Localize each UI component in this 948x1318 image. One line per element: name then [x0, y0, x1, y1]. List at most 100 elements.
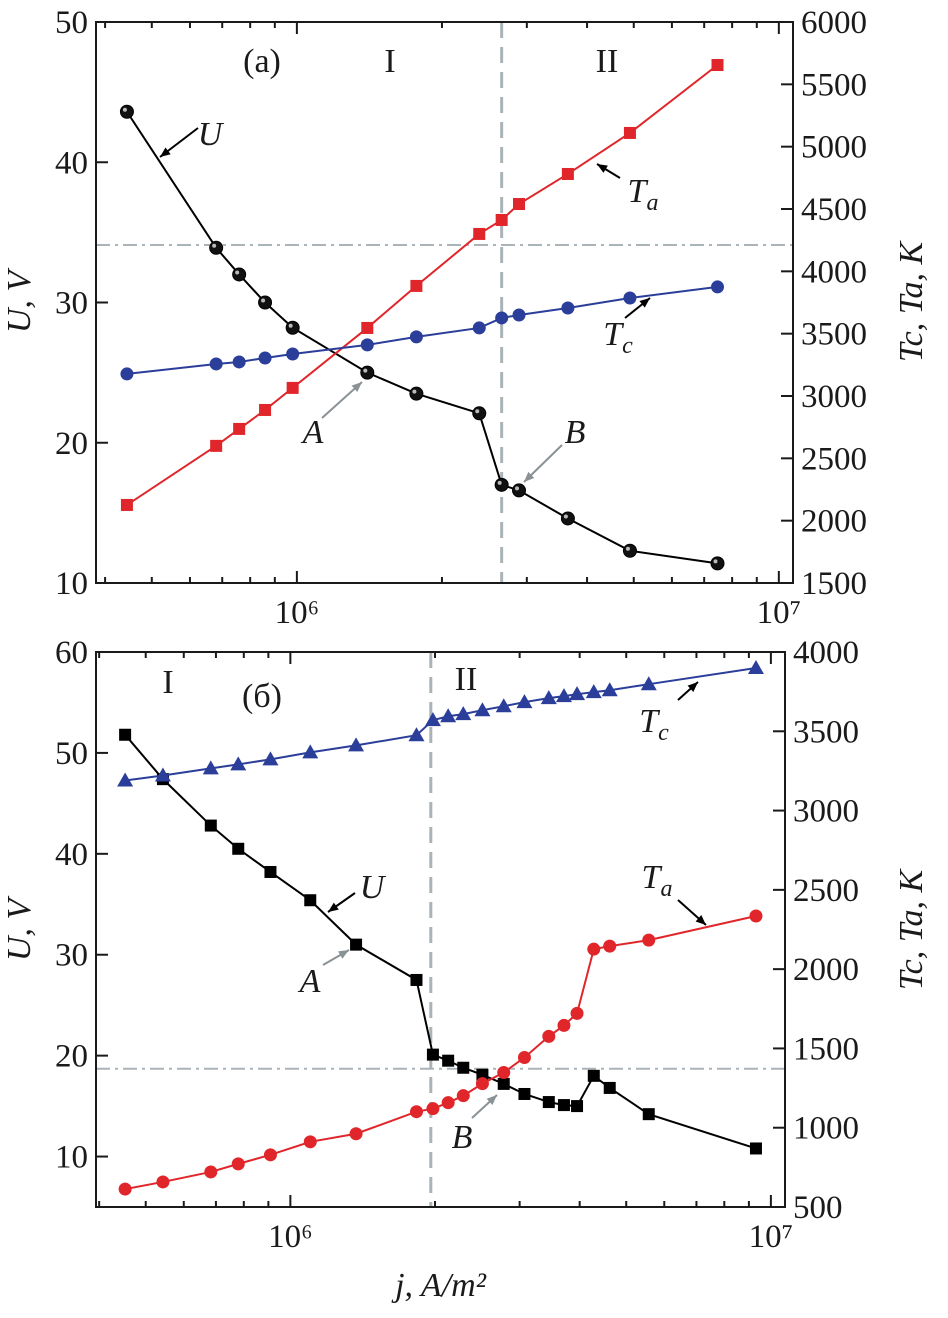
data-point	[426, 1048, 439, 1061]
data-point	[119, 728, 132, 741]
y-right-tick-label: 4000	[801, 254, 867, 290]
y-left-tick-label: 10	[55, 566, 88, 602]
data-point	[497, 1077, 510, 1090]
data-point-highlight	[713, 559, 718, 564]
y-right-tick-label: 4000	[793, 635, 859, 671]
y-left-tick-label: 40	[55, 145, 88, 181]
y-right-tick-label: 2000	[801, 504, 867, 540]
data-point	[209, 357, 223, 371]
data-point-highlight	[497, 480, 502, 485]
data-point	[259, 403, 272, 416]
data-point	[154, 767, 171, 782]
data-point	[304, 894, 317, 907]
data-point	[202, 760, 219, 775]
region-label-II: II	[455, 661, 478, 698]
data-point	[264, 865, 277, 878]
data-point	[360, 338, 374, 352]
arrow-head-icon	[328, 902, 339, 912]
x-axis-label: j, A/m²	[391, 1267, 487, 1304]
series-U	[119, 104, 725, 571]
data-point	[512, 483, 527, 498]
data-point	[117, 772, 134, 787]
data-point	[209, 240, 224, 255]
series-Ta	[120, 59, 724, 511]
data-point	[540, 690, 557, 705]
data-point	[210, 439, 223, 452]
region-label-I: I	[384, 43, 395, 80]
data-point	[557, 1099, 570, 1112]
y-left-tick-label: 20	[55, 426, 88, 462]
series-line-Ta	[124, 915, 757, 1191]
data-point	[603, 1081, 616, 1094]
subscript: c	[622, 333, 633, 359]
series-label-Tc: Tc	[639, 703, 669, 746]
x-tick-label: 10⁷	[757, 595, 802, 631]
data-point	[457, 1061, 470, 1074]
y-right-tick-label: 5500	[801, 67, 867, 103]
data-point	[749, 909, 763, 923]
data-point	[360, 365, 375, 380]
series-U	[119, 728, 762, 1155]
arrow-head-icon	[639, 298, 650, 308]
data-point	[440, 708, 457, 723]
y-right-tick-label: 2500	[801, 441, 867, 477]
data-point	[456, 1089, 470, 1103]
y-right-tick-label: 5000	[801, 130, 867, 166]
data-point	[361, 321, 374, 334]
data-point	[517, 1050, 531, 1064]
data-point	[642, 933, 656, 947]
y-left-tick-label: 30	[55, 938, 88, 974]
y-left-axis-label: U, V	[1, 267, 38, 334]
series-label-U: U	[360, 869, 387, 906]
y-right-tick-label: 500	[793, 1190, 843, 1226]
data-point	[410, 973, 423, 986]
annotation-B: B	[565, 414, 586, 451]
data-point	[303, 1135, 317, 1149]
data-point	[474, 702, 491, 717]
data-point	[569, 686, 586, 701]
data-point	[603, 939, 617, 953]
data-point	[475, 1077, 489, 1091]
data-point	[258, 351, 272, 365]
arrow-head-icon	[597, 164, 608, 173]
data-point	[570, 1006, 584, 1020]
data-point	[156, 1175, 170, 1189]
subscript: a	[660, 876, 672, 902]
y-right-tick-label: 3000	[801, 379, 867, 415]
y-right-tick-label: 1500	[801, 566, 867, 602]
data-point-highlight	[288, 323, 293, 328]
arrow-head-icon	[695, 915, 706, 925]
data-point	[230, 756, 247, 771]
y-left-tick-label: 60	[55, 635, 88, 671]
y-right-axis-label: Tc, Ta, K	[893, 868, 930, 991]
data-point	[623, 291, 637, 305]
data-point	[585, 684, 602, 699]
data-point-highlight	[475, 409, 480, 414]
data-point	[258, 295, 273, 310]
data-point	[561, 301, 575, 315]
data-point	[561, 167, 574, 180]
y-left-tick-label: 10	[55, 1140, 88, 1176]
data-point	[233, 422, 246, 435]
data-point	[587, 1069, 600, 1082]
data-point	[409, 330, 423, 344]
data-point	[710, 556, 725, 571]
annotation-arrow-head-icon	[486, 1095, 497, 1106]
y-left-tick-label: 20	[55, 1039, 88, 1075]
series-label-Ta: Ta	[642, 859, 673, 902]
region-label-II: II	[596, 43, 619, 80]
data-point	[495, 698, 512, 713]
data-point	[749, 1142, 762, 1155]
data-point	[204, 819, 217, 832]
series-label-Ta: Ta	[628, 173, 659, 216]
data-point	[232, 355, 246, 369]
y-right-tick-label: 3500	[801, 317, 867, 353]
data-point	[286, 347, 300, 361]
data-point	[231, 1157, 245, 1171]
panel-a: 10⁶ 10⁷ 10 20 30 40 50 1500 2000 2500 3000 3500 4000…	[1, 5, 930, 631]
x-tick-label: 10⁶	[275, 595, 320, 631]
arrow-head-icon	[687, 682, 698, 692]
panel-b: 10⁶ 10⁷ 10 20 30 40 50 60 500 1000 1500 2000 2500 300…	[1, 635, 930, 1304]
region-label-I: I	[162, 664, 173, 701]
data-point-highlight	[235, 270, 240, 275]
